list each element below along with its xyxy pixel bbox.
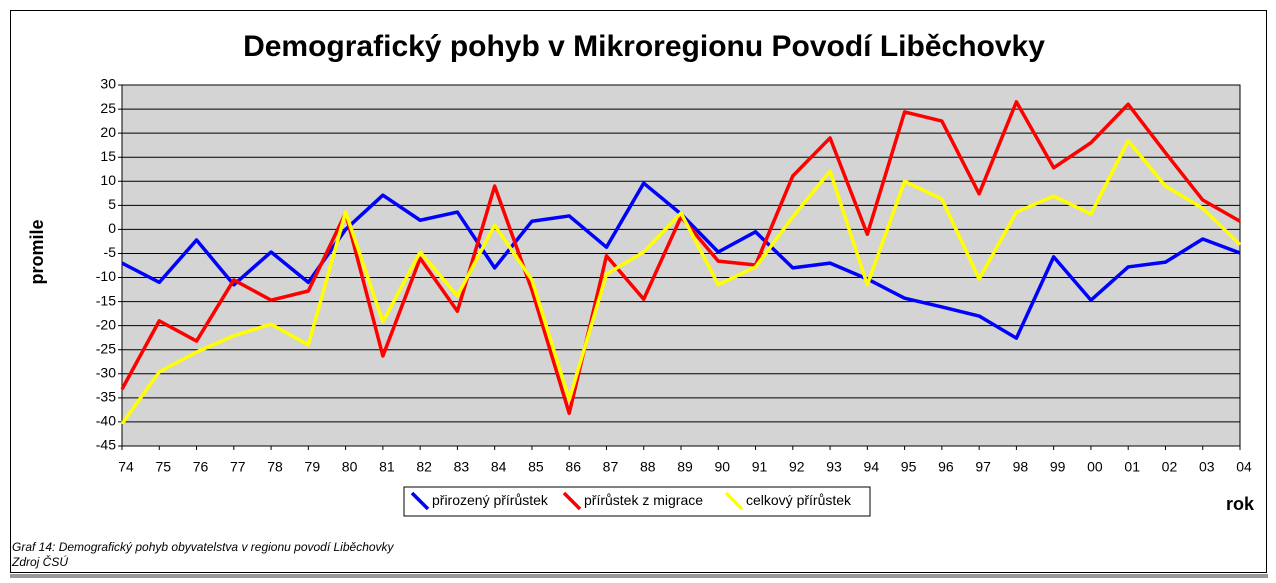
y-tick-label: 0: [108, 220, 116, 236]
x-tick-label: 77: [230, 459, 246, 475]
x-tick-label: 99: [1050, 459, 1066, 475]
legend-swatch: [410, 491, 430, 511]
y-tick-label: -45: [96, 437, 116, 453]
x-tick-label: 81: [379, 459, 395, 475]
x-tick-label: 95: [901, 459, 917, 475]
x-tick-label: 78: [267, 459, 283, 475]
x-tick-label: 92: [789, 459, 805, 475]
legend-swatch: [724, 491, 744, 511]
x-tick-label: 75: [155, 459, 171, 475]
x-tick-label: 97: [975, 459, 991, 475]
x-axis-label: rok: [1226, 494, 1255, 514]
x-tick-label: 89: [677, 459, 693, 475]
x-tick-label: 86: [565, 459, 581, 475]
x-tick-label: 87: [603, 459, 619, 475]
x-tick-label: 88: [640, 459, 656, 475]
x-tick-label: 03: [1199, 459, 1215, 475]
legend-label: celkový přírůstek: [746, 492, 852, 508]
legend-swatch: [562, 491, 582, 511]
x-tick-label: 94: [864, 459, 880, 475]
y-tick-label: -5: [104, 244, 117, 260]
x-tick-label: 02: [1162, 459, 1178, 475]
y-tick-label: 20: [100, 124, 116, 140]
x-tick-label: 76: [193, 459, 209, 475]
x-tick-label: 01: [1124, 459, 1140, 475]
caption: Graf 14: Demografický pohyb obyvatelstva…: [12, 540, 395, 554]
x-tick-label: 79: [305, 459, 321, 475]
x-tick-label: 93: [826, 459, 842, 475]
x-tick-label: 80: [342, 459, 358, 475]
x-tick-label: 96: [938, 459, 954, 475]
y-tick-label: 10: [100, 172, 116, 188]
y-tick-label: 15: [100, 148, 116, 164]
y-tick-label: -20: [96, 316, 116, 332]
x-tick-label: 00: [1087, 459, 1103, 475]
x-tick-label: 82: [416, 459, 432, 475]
y-tick-label: -30: [96, 365, 116, 381]
y-axis-label: promile: [27, 219, 47, 284]
series-line: [120, 100, 1241, 416]
y-tick-label: -40: [96, 413, 116, 429]
x-tick-label: 84: [491, 459, 507, 475]
legend-label: přirozený přírůstek: [432, 492, 549, 508]
y-tick-label: -10: [96, 268, 116, 284]
y-tick-label: 30: [100, 76, 116, 92]
plot-area: [121, 84, 1241, 447]
x-tick-label: 04: [1236, 459, 1252, 475]
series-line: [120, 139, 1242, 425]
x-tick-label: 83: [454, 459, 470, 475]
chart-title: Demografický pohyb v Mikroregionu Povodí…: [243, 30, 1045, 63]
x-tick-label: 90: [714, 459, 730, 475]
legend-label: přírůstek z migrace: [584, 492, 703, 508]
x-tick-label: 91: [752, 459, 768, 475]
x-tick-label: 74: [118, 459, 134, 475]
caption: Zdroj ČSÚ: [11, 554, 68, 569]
x-tick-label: 85: [528, 459, 544, 475]
y-tick-label: -25: [96, 340, 116, 356]
y-tick-label: -35: [96, 389, 116, 405]
y-tick-label: -15: [96, 292, 116, 308]
footer-bar: [10, 574, 1268, 578]
x-tick-label: 98: [1013, 459, 1029, 475]
y-tick-label: 5: [108, 196, 116, 212]
y-tick-label: 25: [100, 100, 116, 116]
legend: [403, 486, 871, 517]
